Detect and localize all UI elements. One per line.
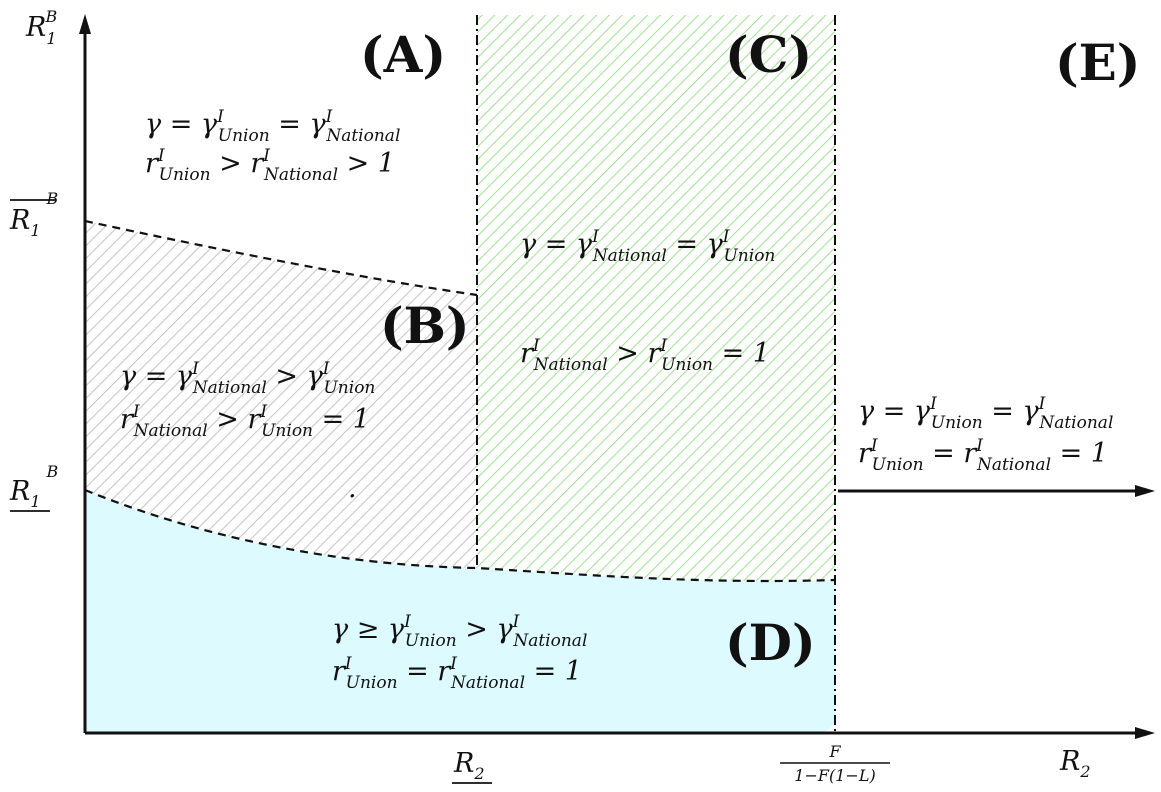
region-c-label: (C) — [725, 25, 812, 84]
region-e-eq-2: rI Union = rI National = 1 — [858, 436, 1108, 475]
region-a-label: (A) — [360, 25, 446, 84]
region-e-eq-1: γ = γI Union = γI National — [858, 394, 1113, 433]
region-c-eq-1: γ = γI National = γI Union — [520, 227, 775, 266]
y-axis-arrow — [79, 14, 91, 34]
svg-text:F: F — [828, 742, 841, 761]
svg-text:R1B: R1B — [9, 189, 59, 240]
region-b-label: (B) — [380, 296, 470, 355]
x-tick-r2-under: R2 — [452, 748, 492, 784]
region-d-eq-1: γ ≥ γI Union > γI National — [332, 612, 587, 651]
region-e-arrow-head — [1135, 485, 1155, 497]
region-d-eq-2: rI Union = rI National = 1 — [332, 654, 582, 693]
svg-text:R1B: R1B — [9, 462, 59, 511]
svg-text:1−F(1−L): 1−F(1−L) — [794, 766, 875, 785]
svg-text:R2: R2 — [453, 748, 485, 783]
y-tick-upper-bar: R1B — [9, 189, 59, 240]
x-axis-arrow — [1135, 727, 1155, 739]
region-c-eq-2: rI National > rI Union = 1 — [520, 336, 770, 375]
region-b-eq-2: rI National > rI Union = 1 — [120, 402, 370, 441]
region-a-eq-1: γ = γI Union = γI National — [145, 107, 400, 146]
region-a-eq-2: rI Union > rI National > 1 — [145, 146, 395, 185]
region-b-eq-1: γ = γI National > γI Union — [120, 359, 375, 398]
region-e-label: (E) — [1055, 33, 1140, 92]
y-axis-label: R1B — [25, 7, 58, 48]
x-tick-fraction: F 1−F(1−L) — [780, 742, 890, 785]
upper-dashed-boundary — [84, 219, 478, 297]
y-tick-lower-bar: R1B — [9, 462, 59, 512]
lower-dashed-boundary — [84, 488, 836, 583]
region-b-hatch — [85, 221, 477, 568]
x-axis-label: R2 — [1059, 746, 1091, 781]
region-b-dot: . — [348, 473, 357, 504]
region-d-label: (D) — [725, 613, 816, 672]
region-c-hatch — [477, 15, 835, 581]
region-d-fill — [85, 490, 835, 733]
